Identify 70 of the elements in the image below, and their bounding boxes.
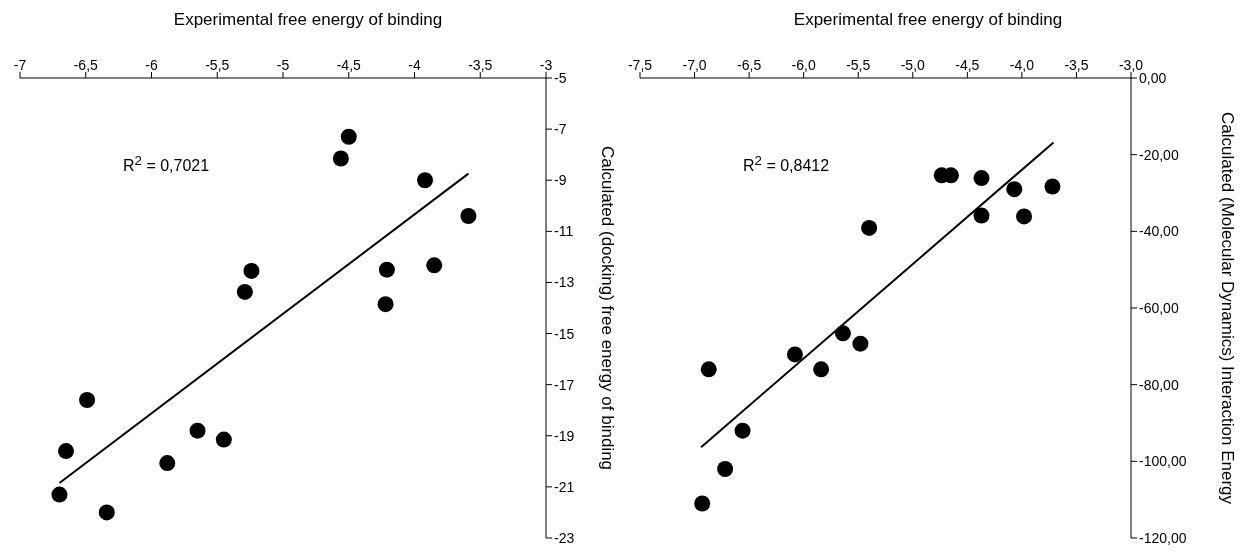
y-tick-label: -20,00 xyxy=(1139,146,1179,163)
x-axis-title: Experimental free energy of binding xyxy=(792,10,1064,30)
point xyxy=(694,495,711,512)
x-tick-label: -7,5 xyxy=(627,57,653,73)
y-axis-title: Calculated (Molecular Dynamics) Interaction Energy xyxy=(1218,111,1237,505)
y-tick-label: -40,00 xyxy=(1139,223,1179,240)
y-tick-label: -23 xyxy=(554,529,575,546)
x-tick-label: -5 xyxy=(276,57,290,73)
annotation: R$^{2}$ = 0,7021 xyxy=(123,153,210,176)
point xyxy=(243,262,260,279)
y-tick-label: -5 xyxy=(554,69,567,86)
point xyxy=(236,283,253,300)
x-tick-label: -3,5 xyxy=(1064,57,1089,73)
point xyxy=(700,361,717,378)
y-tick-label: -9 xyxy=(554,172,567,189)
x-tick-label: -6,5 xyxy=(73,57,99,73)
x-tick-label: -4 xyxy=(408,57,421,73)
x-tick-label: -4,0 xyxy=(1009,57,1035,73)
x-tick-label: -5,0 xyxy=(900,57,926,73)
point xyxy=(973,207,990,224)
y-tick-label: -11 xyxy=(554,223,574,240)
point xyxy=(834,325,851,342)
y-tick-label: -100,00 xyxy=(1139,453,1187,470)
point xyxy=(1016,208,1033,225)
x-tick-label: -7 xyxy=(13,57,27,73)
x-tick-label: -7,0 xyxy=(682,57,707,73)
point xyxy=(98,504,115,521)
x-tick-label: -6,5 xyxy=(737,57,762,73)
point xyxy=(1044,178,1061,195)
point xyxy=(378,261,395,278)
y-tick-label: -60,00 xyxy=(1139,299,1179,316)
point xyxy=(734,422,751,439)
point xyxy=(58,443,75,460)
y-tick-label: -15 xyxy=(554,325,575,342)
x-tick-label: -4,5 xyxy=(955,57,980,73)
x-axis-title: Experimental free energy of binding xyxy=(172,10,444,30)
x-tick-label: -5,5 xyxy=(846,57,871,73)
point xyxy=(159,455,176,472)
point xyxy=(813,361,830,378)
y-tick-label: -120,00 xyxy=(1139,529,1187,546)
annotation: R$^{2}$ = 0,8412 xyxy=(743,153,830,176)
y-axis-title: Calculated (docking) free energy of binding xyxy=(598,145,617,471)
y-tick-label: -80,00 xyxy=(1139,376,1179,393)
point xyxy=(1006,181,1023,198)
x-tick-label: -6 xyxy=(145,57,158,73)
x-tick-label: -4,5 xyxy=(336,57,362,73)
x-tick-label: -6,0 xyxy=(791,57,816,73)
point xyxy=(786,346,803,363)
y-tick-label: -21 xyxy=(554,478,575,495)
y-tick-label: -13 xyxy=(554,274,575,291)
y-tick-label: -19 xyxy=(554,427,575,444)
point xyxy=(79,392,96,408)
point xyxy=(460,208,477,224)
x-tick-label: -3 xyxy=(539,57,553,73)
point xyxy=(852,335,869,352)
point xyxy=(973,170,990,187)
point xyxy=(861,219,878,236)
y-tick-label: -17 xyxy=(554,376,575,393)
y-tick-label: -7 xyxy=(554,121,567,138)
point xyxy=(717,461,734,477)
point xyxy=(417,172,434,189)
point xyxy=(215,431,232,448)
x-tick-label: -3,5 xyxy=(468,57,493,73)
point xyxy=(332,150,349,167)
point xyxy=(189,422,206,439)
point xyxy=(377,296,394,313)
point xyxy=(340,128,357,145)
x-tick-label: -5,5 xyxy=(205,57,230,73)
point xyxy=(426,257,443,274)
point xyxy=(51,486,68,503)
